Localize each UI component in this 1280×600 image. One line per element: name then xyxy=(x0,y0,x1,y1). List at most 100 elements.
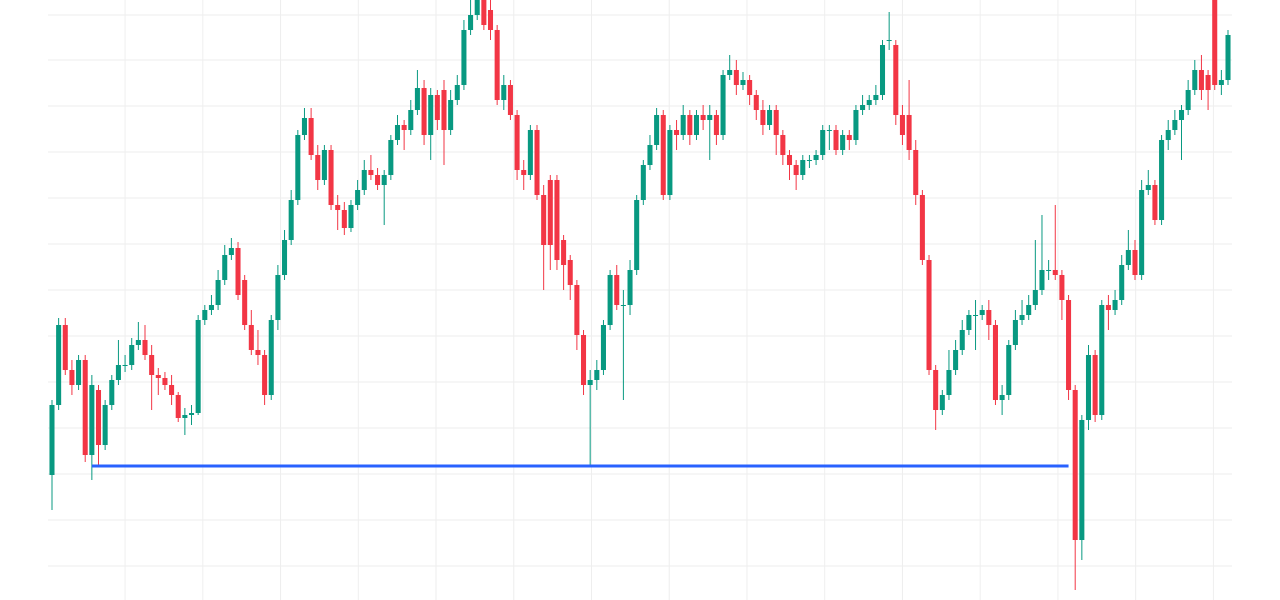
candle-body xyxy=(873,95,879,100)
candle-body xyxy=(56,325,62,405)
candle-body xyxy=(1112,300,1118,310)
candle-body xyxy=(474,0,480,15)
candle-body xyxy=(381,175,387,185)
candle-body xyxy=(973,315,979,316)
candle-body xyxy=(1032,290,1038,305)
candle-body xyxy=(514,115,520,170)
candle-body xyxy=(202,310,208,320)
candle-body xyxy=(800,160,806,175)
candle-body xyxy=(115,365,121,380)
candle-body xyxy=(69,370,75,385)
candle-body xyxy=(534,130,540,195)
candle-body xyxy=(215,280,221,305)
candle-body xyxy=(308,118,314,155)
candle-body xyxy=(1205,75,1211,90)
candle-body xyxy=(368,170,374,175)
candle-body xyxy=(899,115,905,135)
candle-body xyxy=(1039,270,1045,290)
candle-body xyxy=(860,105,866,110)
candle-body xyxy=(933,370,939,410)
candle-body xyxy=(1092,355,1098,415)
candle-body xyxy=(122,365,128,366)
candle-body xyxy=(62,325,68,370)
candle-body xyxy=(468,15,474,30)
candle-body xyxy=(1145,185,1151,190)
candle-body xyxy=(1185,90,1191,110)
candle-body xyxy=(647,145,653,165)
candle-body xyxy=(295,135,301,200)
candle-body xyxy=(913,150,919,195)
candle-body xyxy=(414,88,420,110)
candle-body xyxy=(680,115,686,135)
candle-body xyxy=(833,130,839,150)
candle-body xyxy=(607,275,613,325)
candle-body xyxy=(487,10,494,30)
candle-body xyxy=(76,360,82,385)
candle-body xyxy=(109,380,115,405)
candle-body xyxy=(1152,185,1158,220)
candle-body xyxy=(1026,305,1032,315)
candle-body xyxy=(341,210,347,228)
candle-body xyxy=(660,115,666,195)
candle-body xyxy=(1198,70,1204,90)
candle-body xyxy=(541,195,547,245)
candle-body xyxy=(879,45,886,95)
candle-body xyxy=(893,45,899,115)
candle-body xyxy=(129,345,135,365)
candle-body xyxy=(767,110,773,125)
candle-body xyxy=(521,170,527,175)
candle-body xyxy=(600,325,606,370)
candle-body xyxy=(95,390,102,445)
candle-body xyxy=(640,165,646,200)
candle-body xyxy=(667,130,673,195)
candle-body xyxy=(454,85,460,100)
candle-body xyxy=(348,205,354,228)
candle-body xyxy=(195,320,201,413)
candle-body xyxy=(1225,35,1231,80)
candle-body xyxy=(939,395,945,410)
candle-body xyxy=(574,285,580,335)
candle-body xyxy=(547,180,553,245)
candle-body xyxy=(135,340,141,345)
candle-body xyxy=(355,190,361,205)
candle-body xyxy=(946,370,952,395)
candle-body xyxy=(1105,305,1111,310)
candle-body xyxy=(428,95,434,135)
candle-body xyxy=(142,340,148,355)
candle-body xyxy=(1052,270,1058,275)
candle-body xyxy=(102,405,108,445)
candle-body xyxy=(959,330,965,350)
candle-body xyxy=(421,88,427,135)
candle-body xyxy=(208,305,214,310)
candle-body xyxy=(634,200,640,270)
candle-body xyxy=(255,350,261,355)
candle-body xyxy=(169,385,175,395)
candle-body xyxy=(1059,275,1065,300)
candle-body xyxy=(335,205,341,210)
candle-body xyxy=(740,80,746,85)
candle-body xyxy=(262,355,268,395)
candle-body xyxy=(853,110,859,140)
candle-body xyxy=(561,240,567,265)
candle-body xyxy=(235,248,241,295)
candle-body xyxy=(727,70,733,75)
candle-body xyxy=(89,385,95,455)
candle-body xyxy=(999,395,1005,400)
candle-body xyxy=(288,200,294,240)
candle-body xyxy=(275,275,281,320)
candle-body xyxy=(806,160,812,161)
candle-body xyxy=(713,115,719,135)
candle-body xyxy=(554,180,560,260)
candle-body xyxy=(926,260,932,370)
candle-body xyxy=(594,370,600,380)
candle-body xyxy=(700,115,706,120)
candle-body xyxy=(1079,420,1085,540)
candle-body xyxy=(654,115,660,145)
candle-body xyxy=(501,85,507,100)
candle-body xyxy=(773,110,779,135)
candle-body xyxy=(182,415,188,418)
candle-body xyxy=(906,115,912,150)
candle-body xyxy=(580,335,587,385)
candle-body xyxy=(979,310,985,315)
